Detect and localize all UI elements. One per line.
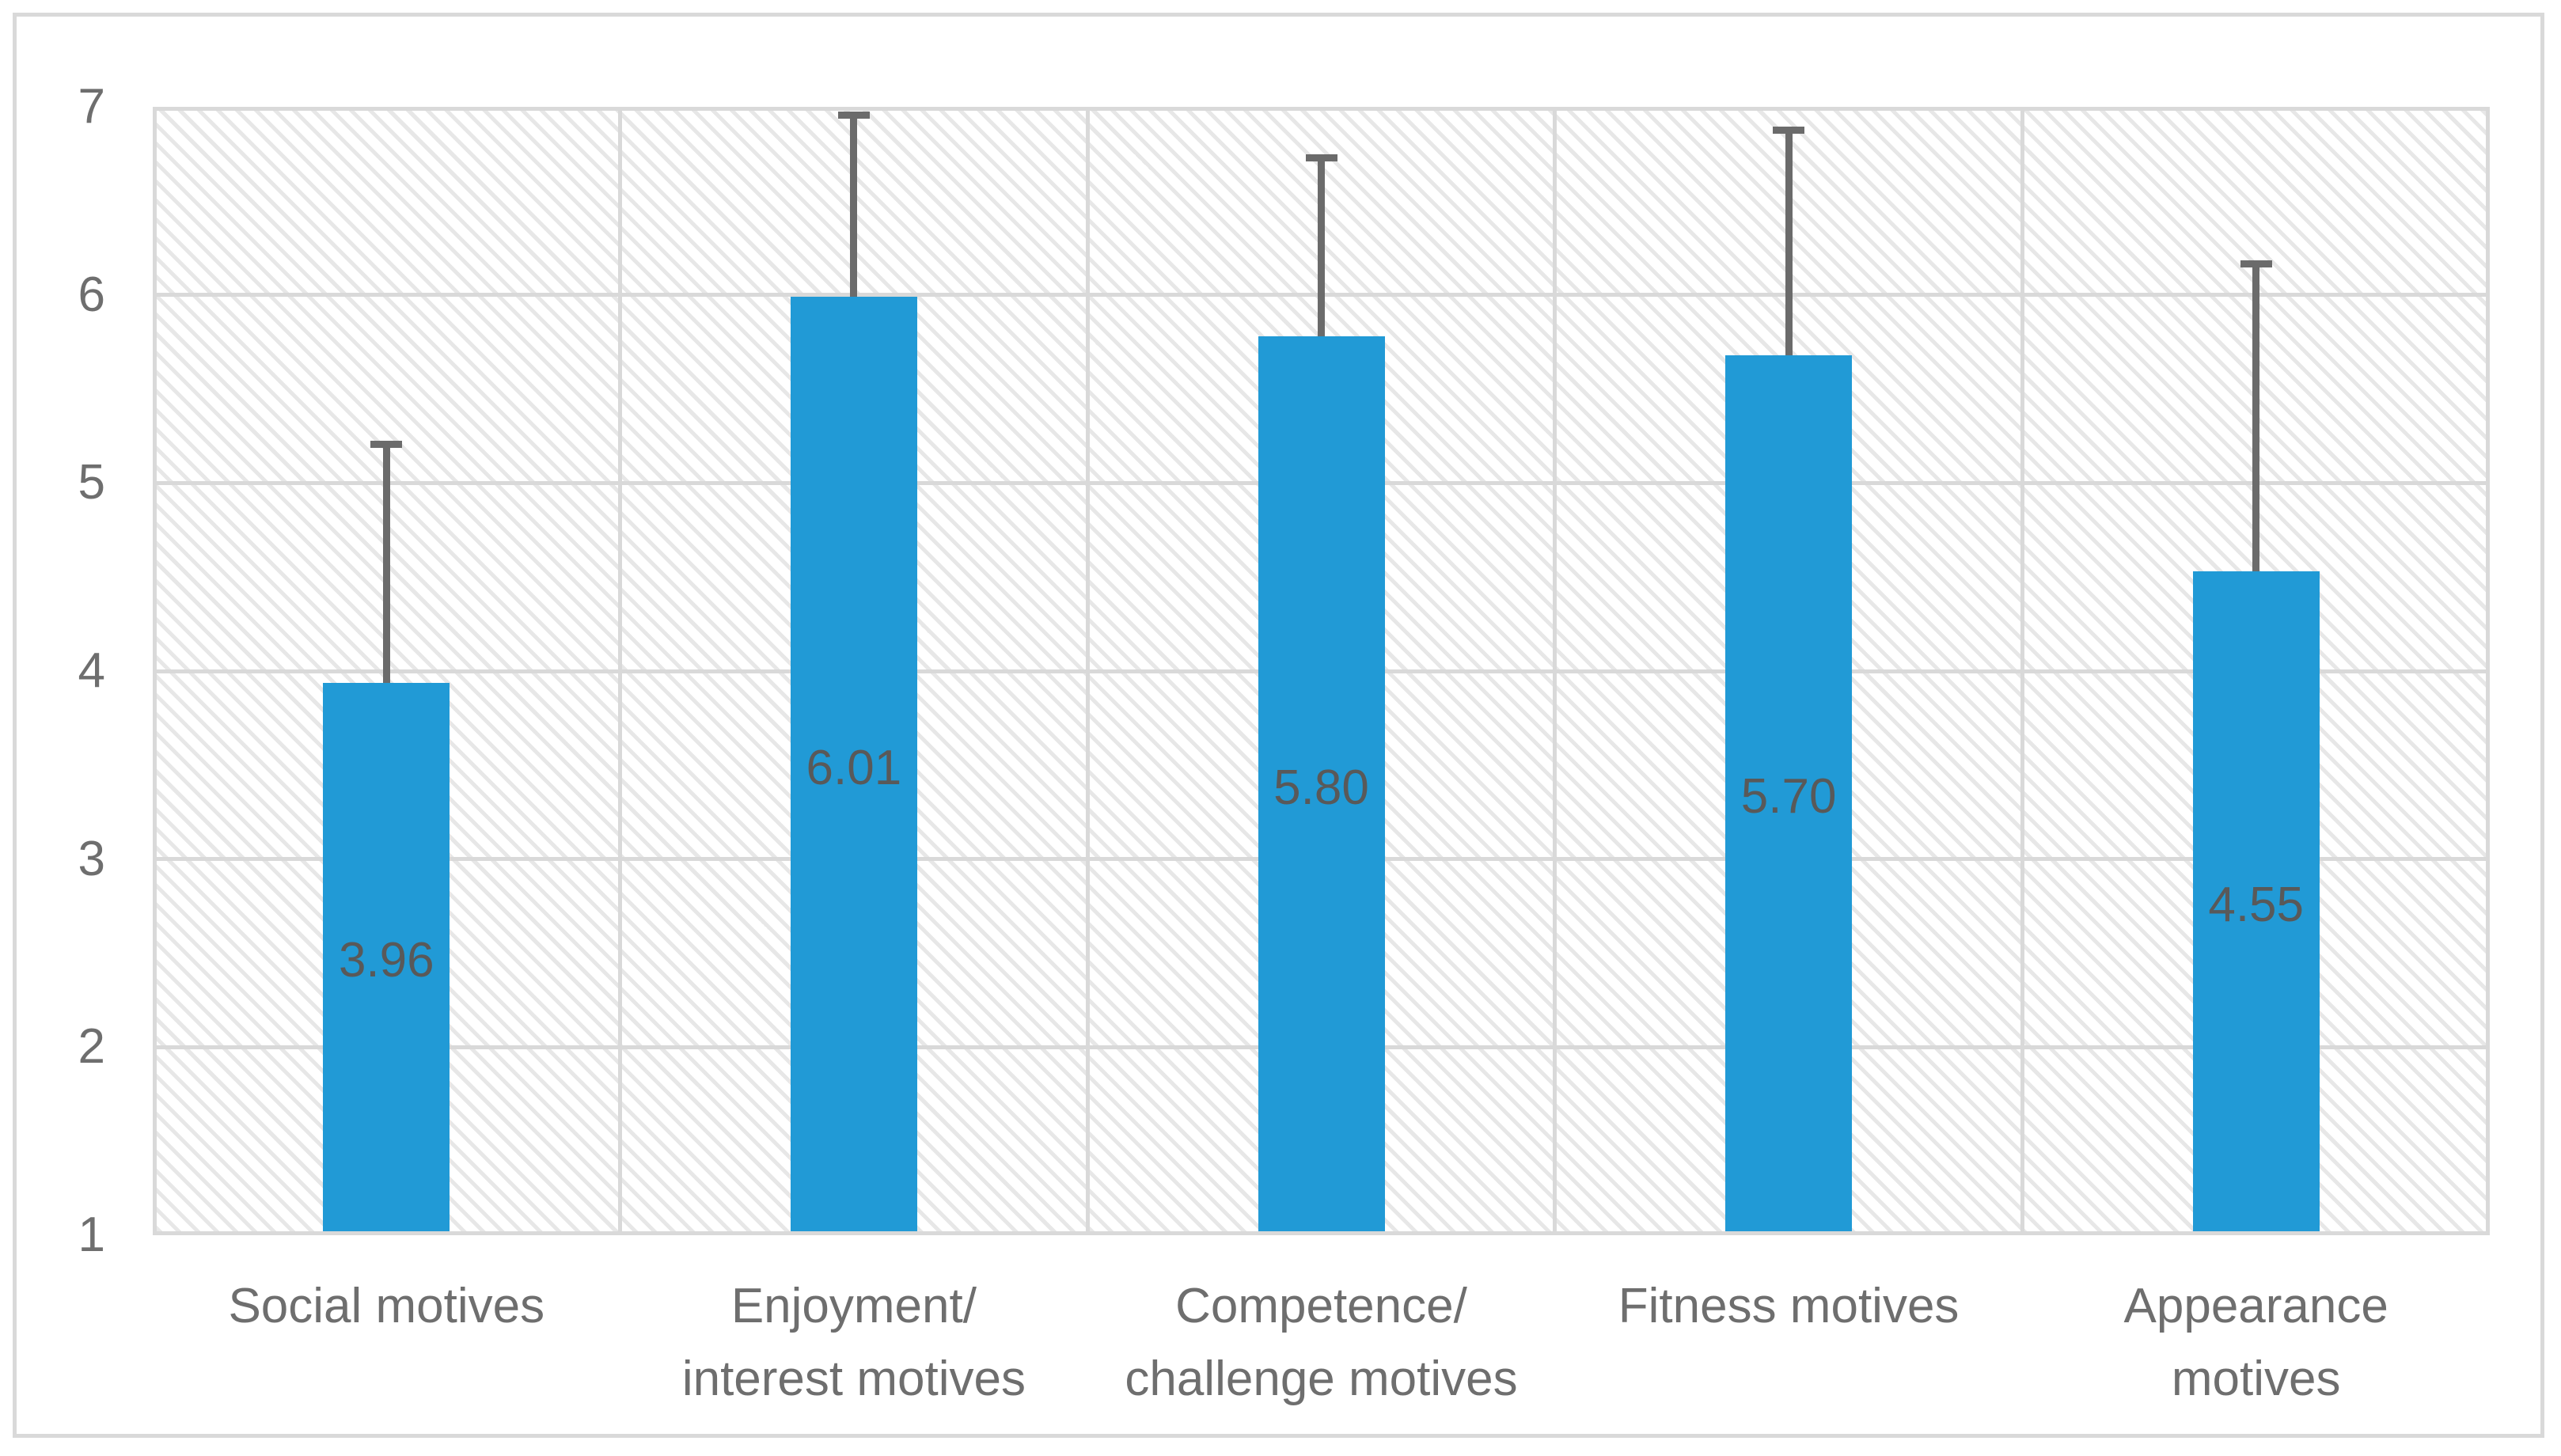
bar-data-label: 6.01	[806, 740, 902, 795]
x-axis-category-label: Social motives	[153, 1270, 620, 1343]
error-bar-whisker	[382, 443, 390, 686]
x-axis-category-label-line: challenge motives	[1125, 1352, 1518, 1406]
bar	[1725, 355, 1853, 1231]
y-axis-tick-label: 1	[78, 1208, 105, 1262]
error-bar-whisker	[2252, 263, 2260, 575]
x-axis-category-label-line: motives	[2171, 1352, 2341, 1406]
bar-data-label: 5.70	[1740, 769, 1837, 825]
error-bar-whisker	[1785, 129, 1793, 358]
bar	[2192, 571, 2320, 1231]
error-bar-cap	[2240, 260, 2272, 267]
x-axis-category-label: Appearance motives	[2022, 1270, 2490, 1416]
x-axis-category-label-line: interest motives	[681, 1352, 1026, 1406]
bar	[1258, 336, 1385, 1231]
y-axis-tick-label: 6	[78, 267, 105, 322]
y-axis-tick-label: 2	[78, 1019, 105, 1075]
error-bar-whisker	[1318, 157, 1325, 340]
x-axis-category-label-line: Fitness motives	[1618, 1279, 1960, 1333]
vertical-gridline	[618, 111, 623, 1231]
error-bar-cap	[1773, 126, 1805, 134]
bar-data-label: 3.96	[338, 933, 434, 988]
plot-area: 3.96 6.01 5.80 5.70 4.55	[153, 107, 2490, 1235]
error-bar-cap	[1305, 154, 1337, 162]
x-axis-category-label-line: Competence/	[1175, 1279, 1467, 1333]
x-axis-category-label-line: Appearance	[2123, 1279, 2388, 1333]
y-axis-tick-label: 4	[78, 643, 105, 698]
bar-data-label: 5.80	[1273, 760, 1369, 815]
x-axis-category-label-line: Enjoyment/	[730, 1279, 977, 1333]
y-axis-tick-label: 3	[78, 831, 105, 886]
chart-frame: 3.96 6.01 5.80 5.70 4.55 1 2 3 4 5 6 7 Social moti…	[13, 13, 2544, 1438]
bar-data-label: 4.55	[2208, 878, 2305, 933]
vertical-gridline	[2020, 111, 2024, 1231]
y-axis-tick-label: 7	[78, 79, 105, 134]
x-axis-category-label: Enjoyment/interest motives	[620, 1270, 1088, 1416]
bar	[790, 297, 917, 1231]
vertical-gridline	[1085, 111, 1090, 1231]
bar	[323, 682, 450, 1231]
error-bar-whisker	[850, 114, 858, 301]
error-bar-cap	[370, 440, 403, 448]
y-axis-tick-label: 5	[78, 455, 105, 510]
error-bar-cap	[837, 111, 870, 119]
vertical-gridline	[1553, 111, 1557, 1231]
x-axis-category-label: Competence/challenge motives	[1087, 1270, 1555, 1416]
x-axis-category-label-line: Social motives	[228, 1279, 545, 1333]
x-axis-category-label: Fitness motives	[1555, 1270, 2023, 1343]
